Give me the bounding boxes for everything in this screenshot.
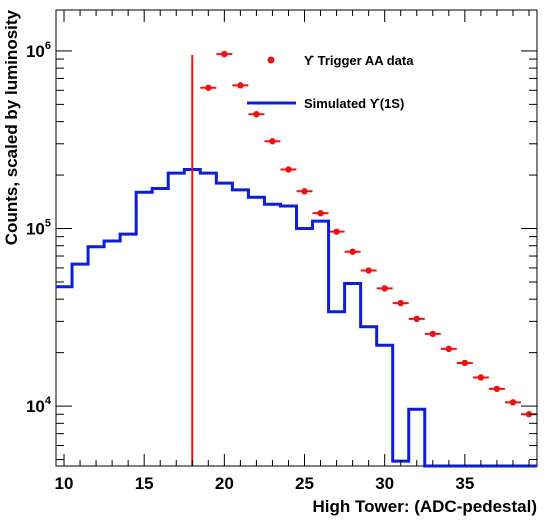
x-tick-label: 25 (295, 474, 314, 493)
legend: ϒ Trigger AA data Simulated ϒ(1S) (247, 53, 414, 111)
data-point (509, 399, 517, 406)
data-point (461, 359, 469, 367)
x-tick-label: 35 (455, 474, 474, 493)
data-point (333, 228, 340, 235)
x-tick-label: 20 (215, 474, 234, 493)
data-point (285, 166, 292, 173)
data-point (365, 267, 372, 274)
data-point (205, 84, 212, 91)
data-point (445, 345, 453, 353)
data-point (221, 50, 228, 58)
series-layer (56, 50, 537, 468)
data-point (301, 188, 308, 195)
simulated-histogram-line (56, 167, 537, 468)
x-tick-label: 10 (55, 474, 74, 493)
data-point (397, 299, 404, 307)
x-tick-label: 15 (135, 474, 154, 493)
legend-label: ϒ Trigger AA data (304, 53, 414, 68)
y-tick-label: 104 (26, 395, 52, 416)
data-point (237, 82, 244, 89)
data-point (429, 330, 436, 338)
data-point (269, 138, 276, 145)
y-tick-label: 106 (26, 40, 51, 61)
data-point (253, 111, 260, 118)
data-point (477, 374, 485, 381)
data-point (493, 385, 501, 393)
data-point (413, 315, 420, 323)
x-axis-title: High Tower: (ADC-pedestal) (313, 497, 537, 516)
legend-marker (267, 56, 275, 64)
axis-layer: 10 15 20 25 30 35 104 105 106 (26, 10, 537, 493)
data-point (381, 285, 388, 292)
data-point (525, 411, 533, 418)
plot-frame (55, 9, 538, 467)
x-tick-label: 30 (375, 474, 394, 493)
y-tick-label: 105 (26, 218, 51, 239)
y-axis-title: Counts, scaled by luminosity (2, 9, 21, 245)
data-point (317, 209, 324, 217)
data-point (349, 248, 356, 255)
legend-label: Simulated ϒ(1S) (304, 96, 404, 111)
